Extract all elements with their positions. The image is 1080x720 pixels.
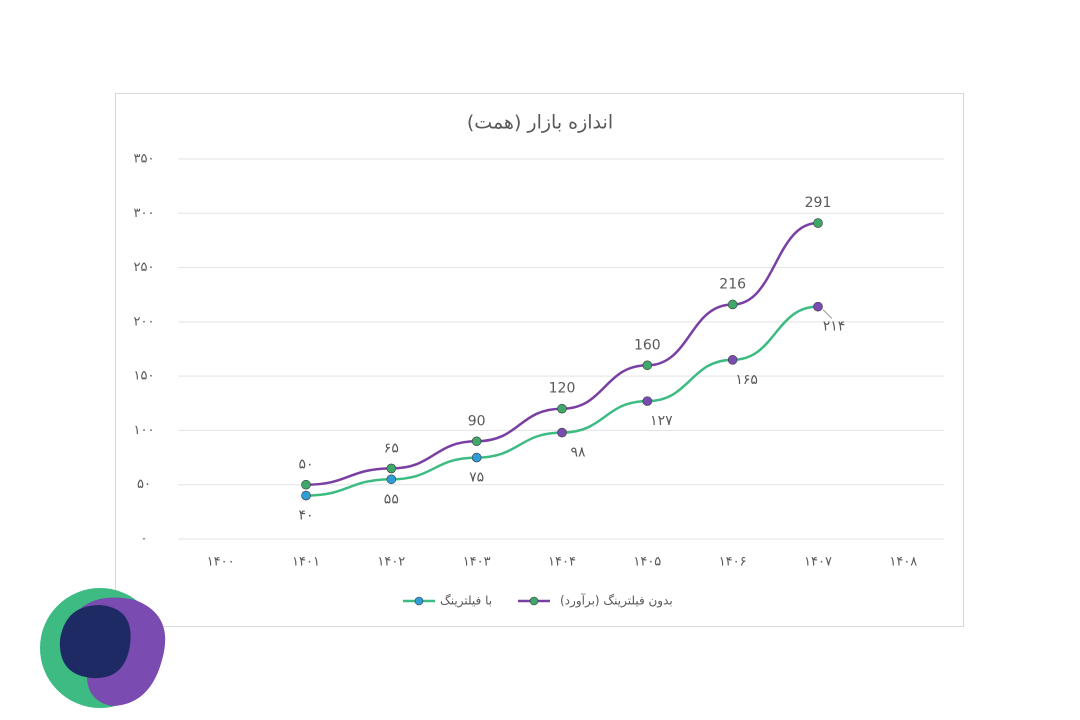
x-tick-label: ۱۴۰۰ — [207, 555, 235, 570]
point — [471, 436, 482, 447]
x-tick-label: ۱۴۰۳ — [463, 555, 491, 570]
data-label: 120 — [549, 381, 576, 397]
point — [557, 403, 567, 414]
legend-marker — [414, 596, 424, 606]
y-tick-label: ۲۰۰ — [134, 314, 155, 329]
data-label: ۶۵ — [384, 440, 399, 456]
point — [557, 427, 567, 438]
x-tick-label: ۱۴۰۱ — [292, 555, 320, 570]
legend-marker — [529, 596, 539, 606]
y-tick-label: ۳۵۰ — [134, 152, 155, 167]
y-tick-label: ۵۰ — [137, 477, 151, 492]
x-tick-label: ۱۴۰۶ — [719, 555, 747, 570]
data-label: ۷۵ — [469, 470, 484, 486]
data-label: 90 — [468, 413, 486, 429]
data-label: 291 — [805, 195, 832, 211]
data-label: ۱۲۷ — [650, 413, 673, 429]
x-tick-label: ۱۴۰۷ — [804, 555, 832, 570]
y-tick-label: ۳۰۰ — [134, 206, 155, 221]
data-label: ۵۰ — [298, 457, 313, 473]
y-tick-label: ۱۰۰ — [134, 423, 155, 438]
chart-title: اندازه بازار (همت) — [467, 112, 613, 134]
point — [727, 355, 738, 365]
y-tick-label: ۲۵۰ — [134, 260, 155, 275]
x-tick-label: ۱۴۰۲ — [377, 555, 405, 570]
data-label: 216 — [719, 276, 746, 292]
point — [301, 479, 311, 490]
point — [642, 396, 653, 406]
y-tick-label: ۱۵۰ — [134, 369, 155, 384]
point — [813, 218, 823, 228]
x-tick-label: ۱۴۰۸ — [889, 555, 917, 570]
point — [727, 299, 738, 310]
logo-core — [59, 605, 131, 679]
chart-frame — [115, 93, 964, 627]
point — [642, 360, 653, 371]
legend-label: بدون فیلترینگ (برآورد) — [560, 593, 673, 609]
data-label: ۲۱۴ — [823, 319, 846, 335]
point — [386, 474, 397, 485]
point — [813, 301, 823, 312]
point — [386, 463, 397, 474]
x-tick-label: ۱۴۰۵ — [633, 555, 661, 570]
data-label: ۴۰ — [298, 508, 313, 524]
logo — [40, 588, 166, 708]
legend-label: با فیلترینگ — [440, 594, 492, 609]
point — [301, 490, 311, 501]
y-tick-label: ۰ — [141, 532, 148, 547]
leader-line — [822, 309, 833, 320]
point — [471, 452, 482, 463]
data-label: ۵۵ — [384, 491, 399, 507]
data-label: ۱۶۵ — [735, 372, 758, 388]
data-label: 160 — [634, 337, 661, 353]
x-tick-label: ۱۴۰۴ — [548, 555, 576, 570]
legend: با فیلترینگ بدون فیلترینگ (برآورد) — [403, 593, 673, 609]
data-label: ۹۸ — [570, 445, 586, 461]
